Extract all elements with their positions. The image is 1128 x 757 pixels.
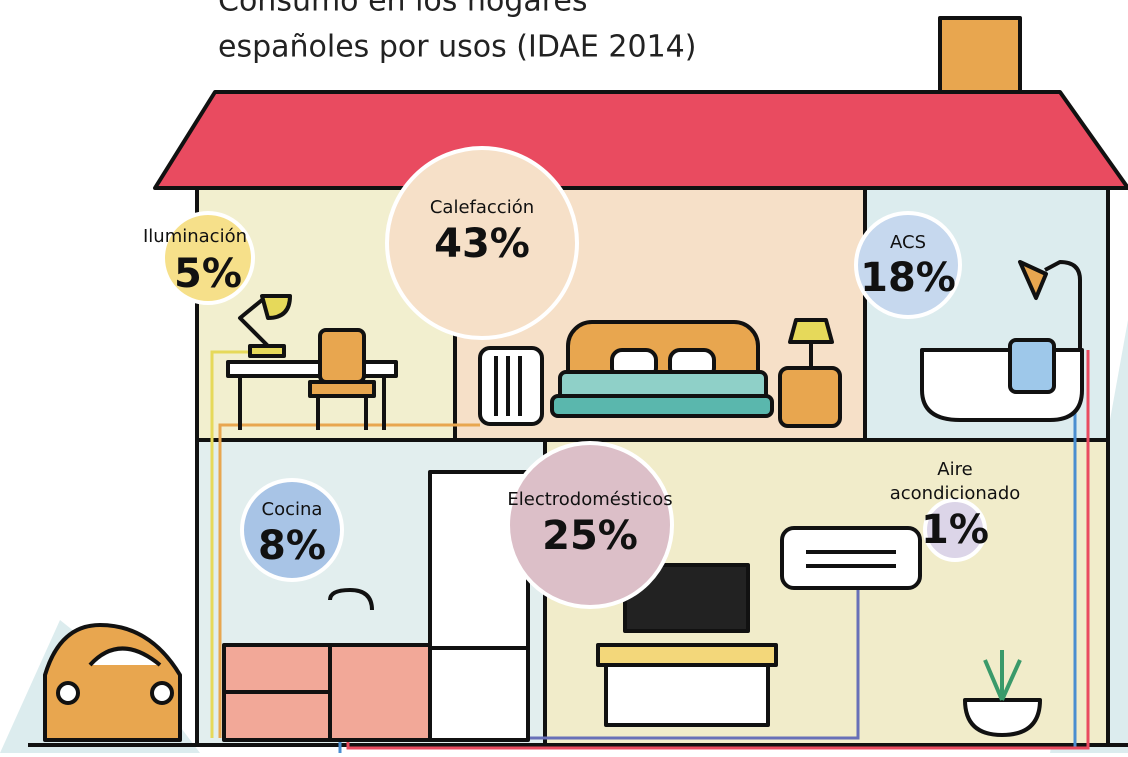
bubble bbox=[240, 478, 344, 582]
roof bbox=[153, 90, 1128, 190]
bubble-label: ACS bbox=[890, 232, 926, 253]
bubble-label: Iluminación bbox=[143, 226, 247, 247]
bubble-value: 43% bbox=[434, 221, 530, 267]
bubble bbox=[161, 211, 255, 305]
bedroom-furniture bbox=[478, 318, 842, 428]
car bbox=[43, 623, 182, 742]
bubble-label: Cocina bbox=[262, 499, 323, 520]
bathtub bbox=[920, 260, 1084, 422]
bubble-value: 18% bbox=[860, 255, 956, 301]
title-line: españoles por usos (IDAE 2014) bbox=[218, 30, 696, 65]
bubble-value: 8% bbox=[258, 523, 326, 569]
bubble bbox=[506, 441, 674, 609]
bubble bbox=[923, 498, 987, 562]
bubble-label: Electrodomésticos bbox=[507, 489, 672, 510]
bubble-label: Aire acondicionado bbox=[890, 459, 1021, 504]
bubble-value: 1% bbox=[921, 507, 989, 553]
title-line: Consumo en los hogares bbox=[218, 0, 588, 19]
plant bbox=[963, 650, 1042, 737]
bubble-value: 25% bbox=[542, 513, 638, 559]
bubble-value: 5% bbox=[174, 251, 242, 297]
chimney bbox=[938, 16, 1022, 100]
bubble-label: Calefacción bbox=[430, 197, 534, 218]
bubble bbox=[385, 146, 579, 340]
air-conditioner bbox=[780, 526, 922, 590]
bubble bbox=[854, 211, 962, 319]
desk bbox=[226, 294, 398, 430]
